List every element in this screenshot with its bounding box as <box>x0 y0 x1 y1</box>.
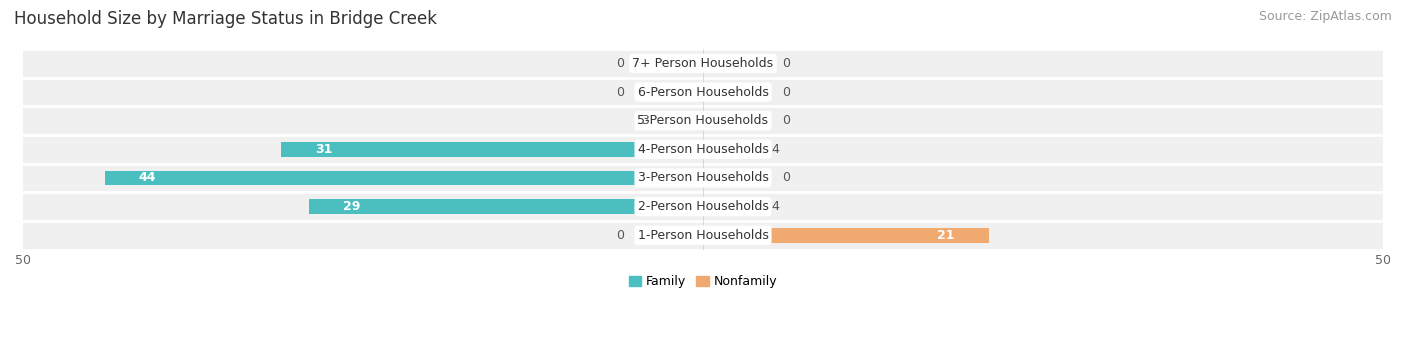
Bar <box>703 113 770 128</box>
Text: 6-Person Households: 6-Person Households <box>637 86 769 99</box>
Bar <box>703 228 988 243</box>
Text: 21: 21 <box>938 229 955 242</box>
Text: Household Size by Marriage Status in Bridge Creek: Household Size by Marriage Status in Bri… <box>14 10 437 28</box>
Text: 0: 0 <box>782 86 790 99</box>
Bar <box>22 164 1384 192</box>
Text: 4-Person Households: 4-Person Households <box>637 143 769 156</box>
Bar <box>104 170 703 186</box>
Text: 4: 4 <box>770 143 779 156</box>
Bar <box>22 78 1384 106</box>
Text: 3-Person Households: 3-Person Households <box>637 172 769 184</box>
Bar <box>22 106 1384 135</box>
Text: 7+ Person Households: 7+ Person Households <box>633 57 773 70</box>
Bar <box>22 135 1384 164</box>
Text: 0: 0 <box>616 57 624 70</box>
Bar <box>22 49 1384 78</box>
Text: 0: 0 <box>616 229 624 242</box>
Bar <box>703 170 770 186</box>
Bar <box>636 85 703 100</box>
Bar <box>662 113 703 128</box>
Text: 1-Person Households: 1-Person Households <box>637 229 769 242</box>
Bar <box>281 142 703 157</box>
Text: 5-Person Households: 5-Person Households <box>637 114 769 127</box>
Text: 0: 0 <box>616 86 624 99</box>
Text: 0: 0 <box>782 57 790 70</box>
Text: 44: 44 <box>139 172 156 184</box>
Text: 2-Person Households: 2-Person Households <box>637 200 769 213</box>
Bar <box>308 199 703 214</box>
Text: 0: 0 <box>782 172 790 184</box>
Text: Source: ZipAtlas.com: Source: ZipAtlas.com <box>1258 10 1392 23</box>
Bar <box>703 199 758 214</box>
Text: 29: 29 <box>343 200 360 213</box>
Text: 0: 0 <box>782 114 790 127</box>
Bar <box>636 56 703 71</box>
Bar <box>703 85 770 100</box>
Bar <box>22 192 1384 221</box>
Bar <box>636 228 703 243</box>
Bar <box>703 56 770 71</box>
Legend: Family, Nonfamily: Family, Nonfamily <box>624 270 782 293</box>
Bar <box>22 221 1384 250</box>
Text: 3: 3 <box>641 114 648 127</box>
Bar <box>703 142 758 157</box>
Text: 31: 31 <box>315 143 333 156</box>
Text: 4: 4 <box>770 200 779 213</box>
